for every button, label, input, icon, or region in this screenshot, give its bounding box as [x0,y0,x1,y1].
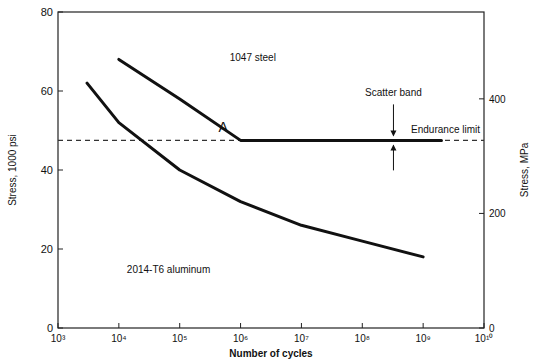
arrow-head [390,130,396,136]
y-tick-label: 80 [41,6,53,18]
x-tick-label: 10⁴ [111,333,126,344]
plot-area [58,59,484,257]
series-line [87,83,423,257]
y2-tick-label: 200 [489,208,506,219]
arrow-head [390,144,396,150]
y2-tick-label: 0 [489,323,495,334]
x-tick [362,323,363,328]
x-tick-label: 10⁸ [355,333,370,344]
y2-tick [479,98,484,99]
x-tick [484,323,485,328]
series-label: 2014-T6 aluminum [127,264,210,275]
y-tick [58,12,63,13]
y2-tick-label: 400 [489,94,506,105]
y-tick [58,170,63,171]
x-tick-label: 10⁶ [233,333,248,344]
x-tick-label: 10¹⁰ [475,333,493,344]
y-tick-label: 60 [41,85,53,97]
x-tick [301,323,302,328]
y2-axis-title: Stress, MPa [519,142,530,197]
x-axis-title: Number of cycles [229,348,313,359]
annotation: Scatter band [365,87,422,98]
reference-label: Endurance limit [411,124,480,135]
y-tick [58,249,63,250]
chart: 10³10⁴10⁵10⁶10⁷10⁸10⁹10¹⁰020406080020040… [0,0,536,362]
x-tick [118,323,119,328]
x-tick-label: 10⁵ [172,333,187,344]
x-tick-label: 10³ [51,333,66,344]
annotation: A [219,119,229,135]
y-tick-label: 20 [41,243,53,255]
y-tick-label: 0 [47,322,53,334]
y-tick-label: 40 [41,164,53,176]
x-tick-label: 10⁷ [294,333,309,344]
series-line [119,59,442,140]
plot-frame [58,12,484,328]
x-tick [240,323,241,328]
x-tick [423,323,424,328]
y-tick [58,328,63,329]
x-tick-label: 10⁹ [415,333,430,344]
y2-tick [479,213,484,214]
y-tick [58,91,63,92]
y-axis-title: Stress, 1000 psi [7,134,18,206]
series-label: 1047 steel [230,52,276,63]
x-tick [179,323,180,328]
x-tick [58,323,59,328]
y2-tick [479,328,484,329]
